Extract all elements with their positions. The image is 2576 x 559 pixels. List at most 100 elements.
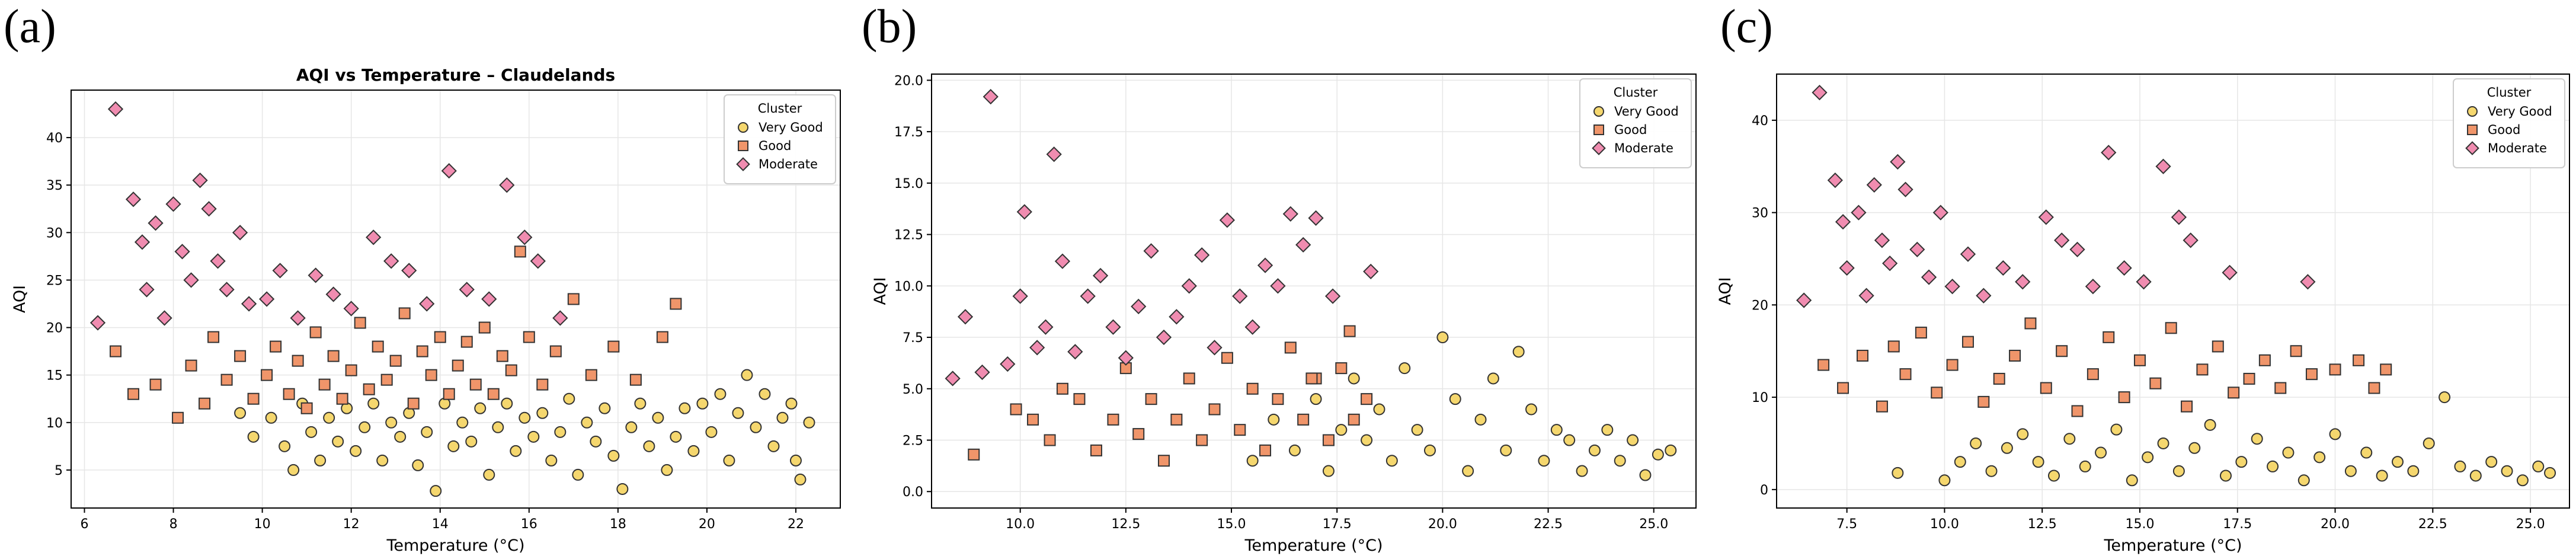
data-point: [2329, 363, 2341, 376]
y-tick-label: 0.0: [903, 485, 923, 500]
data-point: [519, 411, 531, 424]
data-point: [89, 315, 106, 331]
data-point: [234, 350, 247, 362]
data-point: [1876, 400, 1888, 413]
data-point: [1954, 456, 1966, 468]
data-point: [1194, 247, 1210, 263]
data-point: [1851, 205, 1867, 221]
data-point: [1027, 413, 1039, 426]
x-tick-label: 16: [521, 517, 537, 532]
data-point: [308, 267, 324, 283]
data-point: [1282, 206, 1298, 222]
data-point: [514, 245, 526, 258]
data-point: [499, 177, 515, 193]
data-point: [2188, 442, 2201, 454]
data-point: [2054, 232, 2070, 248]
data-point: [1107, 413, 1119, 426]
data-point: [785, 397, 798, 410]
data-point: [156, 310, 172, 326]
y-tick-label: 20: [46, 321, 63, 336]
data-point: [416, 345, 428, 357]
data-point: [1105, 319, 1121, 335]
data-point: [2015, 274, 2031, 290]
data-point: [272, 263, 288, 279]
data-point: [652, 411, 664, 424]
data-point: [2069, 241, 2085, 258]
data-point: [441, 163, 457, 179]
series-moderate: [1796, 85, 2316, 308]
data-point: [1272, 393, 1284, 405]
data-point: [2305, 368, 2318, 381]
data-point: [2297, 474, 2310, 487]
data-point: [192, 173, 208, 189]
panel-label-c: (c): [1720, 1, 1773, 53]
data-point: [2516, 474, 2529, 487]
data-point: [292, 354, 304, 367]
data-point: [1143, 243, 1159, 259]
chart-1: 6 8 10 12 14 16 18 20 22 5 10 15 20 25 30 35 40 Temperatu…: [11, 65, 841, 555]
data-point: [545, 454, 558, 467]
y-tick-label: 35: [46, 178, 63, 193]
legend-entry: Good: [759, 139, 791, 153]
data-point: [407, 397, 420, 410]
data-point: [759, 388, 771, 400]
data-point: [492, 421, 504, 433]
data-point: [1246, 382, 1259, 395]
data-point: [1976, 288, 1992, 304]
data-point: [723, 454, 735, 467]
y-tick-label: 25: [46, 273, 63, 288]
legend-entry: Moderate: [1614, 141, 1673, 155]
data-point: [2290, 345, 2302, 357]
data-point: [696, 397, 709, 410]
data-point: [510, 445, 522, 457]
legend-marker: [2465, 141, 2479, 155]
data-point: [2118, 391, 2130, 404]
data-point: [1234, 424, 1246, 436]
data-point: [1284, 341, 1297, 354]
legend-marker: [738, 140, 748, 151]
x-tick-label: 17.5: [2223, 517, 2252, 532]
x-tick-label: 20.0: [2321, 517, 2350, 532]
y-tick-label: 12.5: [894, 228, 923, 243]
data-point: [172, 411, 184, 424]
data-point: [380, 373, 393, 386]
data-point: [447, 440, 460, 452]
x-tick-label: 20.0: [1428, 517, 1457, 532]
data-point: [366, 229, 382, 245]
data-point: [2126, 474, 2138, 487]
data-point: [2219, 469, 2232, 482]
data-point: [456, 416, 469, 429]
data-point: [376, 454, 389, 467]
data-point: [957, 309, 974, 325]
data-point: [1887, 340, 1900, 353]
data-point: [323, 411, 335, 424]
data-point: [2274, 382, 2287, 394]
x-tick-label: 18: [610, 517, 626, 532]
data-point: [945, 370, 961, 386]
data-point: [599, 402, 611, 414]
data-point: [974, 364, 990, 381]
data-point: [1322, 434, 1335, 446]
data-point: [1993, 372, 2005, 385]
data-point: [1132, 428, 1145, 440]
series-very-good: [234, 369, 815, 497]
x-tick-label: 20: [699, 517, 715, 532]
data-point: [283, 388, 295, 400]
data-point: [581, 416, 593, 429]
data-point: [419, 296, 435, 312]
data-point: [776, 411, 789, 424]
x-tick-label: 15.0: [2125, 517, 2154, 532]
legend-entry: Moderate: [759, 157, 818, 171]
data-point: [643, 440, 655, 452]
data-point: [210, 253, 226, 269]
data-point: [2095, 446, 2107, 459]
data-point: [1373, 403, 1385, 416]
data-point: [1866, 177, 1882, 193]
data-point: [1462, 465, 1474, 477]
y-tick-label: 17.5: [894, 125, 923, 140]
data-point: [1145, 393, 1157, 405]
data-point: [590, 435, 602, 448]
y-tick-label: 40: [46, 131, 63, 146]
data-point: [287, 464, 300, 476]
data-point: [629, 373, 642, 386]
